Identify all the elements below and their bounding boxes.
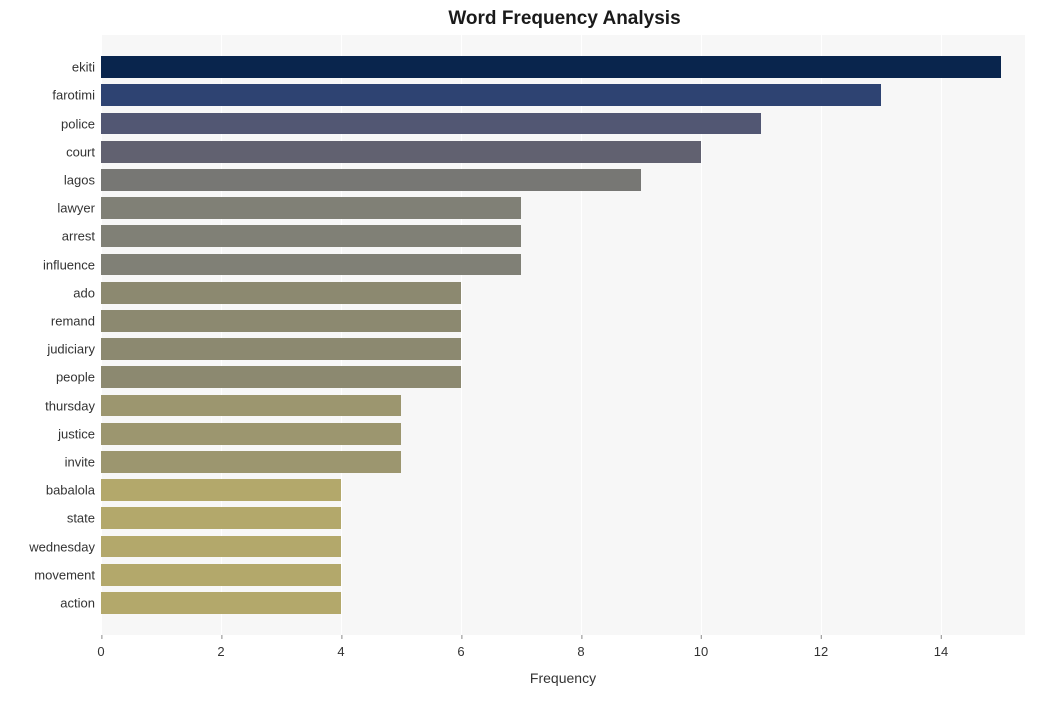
- bar-row: [101, 166, 1025, 194]
- bar: [101, 564, 341, 586]
- bar: [101, 282, 461, 304]
- y-tick-label: justice: [58, 426, 95, 441]
- bar: [101, 113, 761, 135]
- y-tick-label: remand: [51, 313, 95, 328]
- bar: [101, 536, 341, 558]
- bar-row: [101, 81, 1025, 109]
- bar: [101, 366, 461, 388]
- y-tick-label: judiciary: [47, 342, 95, 357]
- x-tick: 12: [814, 638, 828, 659]
- bar-row: [101, 222, 1025, 250]
- x-tick-label: 0: [97, 638, 104, 659]
- y-tick-label: lagos: [64, 172, 95, 187]
- bar: [101, 507, 341, 529]
- bar: [101, 197, 521, 219]
- x-tick-label: 8: [577, 638, 584, 659]
- bar-row: [101, 391, 1025, 419]
- y-tick-label: influence: [43, 257, 95, 272]
- x-tick: 2: [217, 638, 224, 659]
- bar: [101, 84, 881, 106]
- bar: [101, 451, 401, 473]
- bar-row: [101, 476, 1025, 504]
- y-tick-label: babalola: [46, 483, 95, 498]
- bar: [101, 169, 641, 191]
- bar-row: [101, 420, 1025, 448]
- bar-row: [101, 335, 1025, 363]
- bar: [101, 310, 461, 332]
- y-tick-label: arrest: [62, 229, 95, 244]
- bar-row: [101, 53, 1025, 81]
- bar-row: [101, 363, 1025, 391]
- y-tick-label: thursday: [45, 398, 95, 413]
- y-tick-label: farotimi: [52, 88, 95, 103]
- x-tick-label: 6: [457, 638, 464, 659]
- y-tick-label: ekiti: [72, 60, 95, 75]
- y-tick-label: court: [66, 144, 95, 159]
- bar-row: [101, 138, 1025, 166]
- y-tick-label: police: [61, 116, 95, 131]
- x-tick: 14: [934, 638, 948, 659]
- x-axis: 02468101214 Frequency: [101, 638, 1025, 698]
- bar-row: [101, 561, 1025, 589]
- bar-row: [101, 448, 1025, 476]
- x-tick-label: 4: [337, 638, 344, 659]
- x-tick-label: 2: [217, 638, 224, 659]
- bar-row: [101, 532, 1025, 560]
- y-tick-label: invite: [65, 454, 95, 469]
- bar-row: [101, 109, 1025, 137]
- y-tick-label: movement: [34, 567, 95, 582]
- x-tick: 8: [577, 638, 584, 659]
- bar-row: [101, 279, 1025, 307]
- x-tick: 0: [97, 638, 104, 659]
- bar: [101, 338, 461, 360]
- bar: [101, 479, 341, 501]
- y-tick-label: state: [67, 511, 95, 526]
- y-tick-label: ado: [73, 285, 95, 300]
- y-tick-label: wednesday: [29, 539, 95, 554]
- plot-area: [101, 35, 1025, 635]
- bar: [101, 423, 401, 445]
- chart-title: Word Frequency Analysis: [0, 0, 1039, 30]
- x-tick-label: 10: [694, 638, 708, 659]
- bar-row: [101, 589, 1025, 617]
- x-tick: 4: [337, 638, 344, 659]
- bar-row: [101, 194, 1025, 222]
- y-tick-label: lawyer: [57, 201, 95, 216]
- bar: [101, 254, 521, 276]
- x-axis-label: Frequency: [530, 670, 596, 686]
- chart-container: Word Frequency Analysis ekiti farotimi pol…: [0, 0, 1039, 701]
- y-tick-label: action: [60, 595, 95, 610]
- bar-row: [101, 504, 1025, 532]
- bar-row: [101, 250, 1025, 278]
- bar: [101, 56, 1001, 78]
- x-tick: 10: [694, 638, 708, 659]
- y-tick-label: people: [56, 370, 95, 385]
- bar: [101, 141, 701, 163]
- bar: [101, 395, 401, 417]
- bar: [101, 225, 521, 247]
- x-tick-label: 14: [934, 638, 948, 659]
- bar: [101, 592, 341, 614]
- x-tick: 6: [457, 638, 464, 659]
- x-tick-label: 12: [814, 638, 828, 659]
- bar-row: [101, 307, 1025, 335]
